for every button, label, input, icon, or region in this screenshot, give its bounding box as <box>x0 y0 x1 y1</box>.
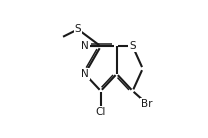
Text: N: N <box>81 41 89 51</box>
Text: Cl: Cl <box>95 107 106 117</box>
Text: S: S <box>129 41 136 51</box>
Text: Br: Br <box>141 99 153 109</box>
Text: S: S <box>75 24 81 34</box>
Text: N: N <box>81 69 89 79</box>
